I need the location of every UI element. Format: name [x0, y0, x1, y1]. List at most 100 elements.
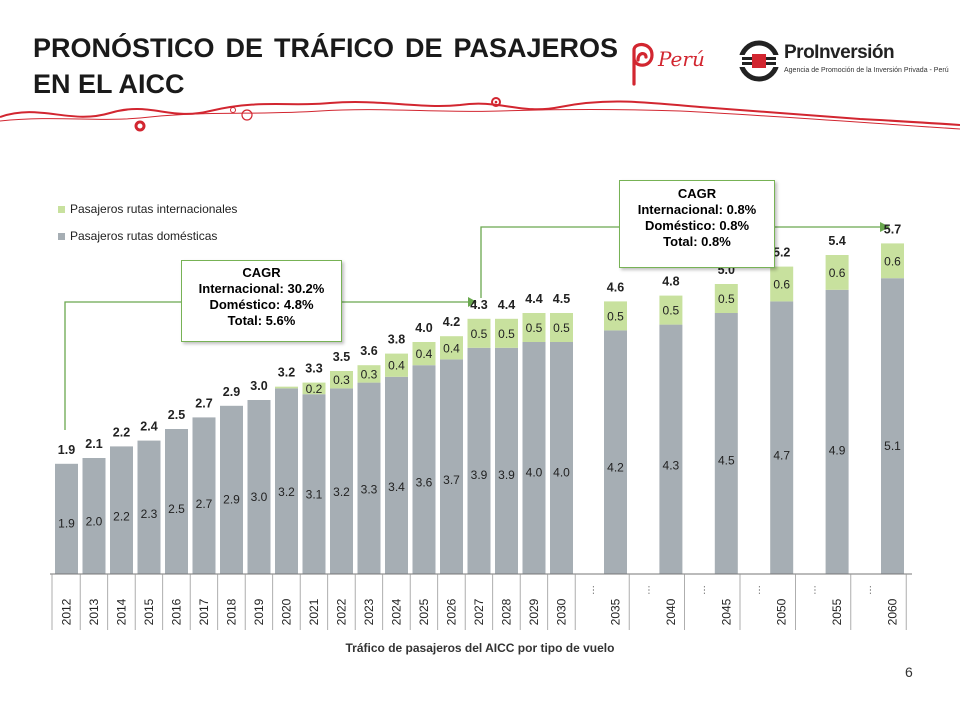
label-total-2023: 3.6 — [360, 344, 377, 358]
x-tick-2040: 2040 — [664, 598, 678, 625]
label-domestic-2045: 4.5 — [718, 453, 735, 467]
label-international-2050: 0.6 — [773, 278, 790, 292]
label-domestic-2050: 4.7 — [773, 449, 790, 463]
label-domestic-2029: 4.0 — [526, 466, 543, 480]
x-tick-2014: 2014 — [115, 598, 129, 625]
bar-international-2060 — [881, 243, 904, 279]
cagr-arrows — [64, 222, 890, 430]
chart-caption: Tráfico de pasajeros del AICC por tipo d… — [345, 641, 615, 655]
label-total-2024: 3.8 — [388, 333, 405, 347]
bar-domestic-2026 — [440, 359, 463, 574]
bar-domestic-2017 — [192, 417, 216, 574]
bar-domestic-2027 — [467, 347, 491, 574]
legend-swatch-international — [58, 206, 65, 214]
cagr-domestic: Doméstico: 4.8% — [209, 297, 314, 312]
label-international-2023: 0.3 — [361, 367, 378, 381]
x-tick-2013: 2013 — [87, 598, 101, 625]
label-domestic-2021: 3.1 — [306, 487, 323, 501]
x-gap-marker: … — [641, 585, 652, 595]
page-title: PRONÓSTICO DE TRÁFICO DE PASAJEROS EN EL… — [33, 30, 618, 102]
cagr-international: Internacional: 30.2% — [198, 281, 325, 296]
bar-domestic-2022 — [330, 388, 353, 574]
label-domestic-2060: 5.1 — [884, 439, 901, 453]
bar-domestic-2030 — [550, 342, 573, 574]
label-total-2055: 5.4 — [828, 234, 845, 248]
label-total-2029: 4.4 — [525, 292, 542, 306]
proinversion-emblem-icon — [738, 40, 780, 82]
bar-international-2030 — [550, 313, 573, 342]
legend-label-international: Pasajeros rutas internacionales — [70, 202, 238, 216]
cagr-arrow-right — [480, 226, 619, 298]
bar-international-2029 — [522, 313, 546, 342]
label-international-2045: 0.5 — [718, 292, 735, 306]
cagr-international: Internacional: 0.8% — [637, 202, 757, 217]
x-tick-2035: 2035 — [609, 598, 623, 625]
bar-domestic-2014 — [110, 446, 133, 574]
label-domestic-2014: 2.2 — [113, 509, 130, 523]
label-international-2022: 0.3 — [333, 373, 350, 387]
cagr-total: Total: 5.6% — [227, 313, 296, 328]
x-tick-2019: 2019 — [252, 598, 266, 625]
title-line-2: EN EL AICC — [33, 69, 185, 99]
bar-domestic-2029 — [522, 342, 546, 574]
cagr-box-2012-2030: CAGR Internacional: 30.2% Doméstico: 4.8… — [181, 260, 342, 342]
label-international-2026: 0.4 — [443, 341, 460, 355]
label-domestic-2055: 4.9 — [829, 444, 846, 458]
bar-domestic-2016 — [165, 429, 188, 574]
x-tick-2020: 2020 — [280, 598, 294, 625]
x-tick-2021: 2021 — [307, 598, 321, 625]
bar-domestic-2019 — [247, 400, 271, 574]
label-domestic-2016: 2.5 — [168, 502, 185, 516]
label-international-2040: 0.5 — [663, 304, 680, 318]
bar-domestic-2055 — [825, 289, 849, 574]
x-tick-2045: 2045 — [719, 598, 733, 625]
x-tick-2022: 2022 — [335, 598, 349, 625]
label-total-2028: 4.4 — [498, 298, 515, 312]
bar-domestic-2018 — [220, 405, 243, 574]
bar-domestic-2020 — [275, 388, 298, 574]
x-gap-marker: … — [863, 585, 874, 595]
decorative-swirl — [0, 97, 960, 132]
legend-item-domestic: Pasajeros rutas domésticas — [58, 229, 217, 243]
label-total-2022: 3.5 — [333, 350, 350, 364]
label-international-2027: 0.5 — [471, 327, 488, 341]
x-gap-marker: … — [586, 585, 597, 595]
bar-international-2045 — [714, 284, 738, 313]
x-tick-2012: 2012 — [60, 598, 74, 625]
label-total-2017: 2.7 — [195, 396, 212, 410]
label-domestic-2022: 3.2 — [333, 485, 350, 499]
legend-swatch-domestic — [58, 233, 65, 241]
x-tick-2028: 2028 — [500, 598, 514, 625]
bar-international-2050 — [770, 266, 794, 302]
x-tick-2023: 2023 — [362, 598, 376, 625]
legend-item-international: Pasajeros rutas internacionales — [58, 202, 237, 216]
x-tick-2024: 2024 — [390, 598, 404, 625]
cagr-arrow-right-head — [880, 222, 890, 232]
cagr-arrow-left — [64, 301, 181, 430]
bar-domestic-2050 — [770, 301, 794, 574]
label-international-2060: 0.6 — [884, 254, 901, 268]
label-domestic-2024: 3.4 — [388, 480, 405, 494]
bar-international-2026 — [440, 336, 463, 360]
bar-international-2035 — [604, 301, 627, 331]
bar-domestic-2012 — [55, 463, 78, 574]
bar-international-2022 — [330, 371, 353, 389]
label-domestic-2018: 2.9 — [223, 492, 240, 506]
x-gap-marker: … — [808, 585, 819, 595]
bar-domestic-2024 — [385, 376, 408, 574]
bar-international-2023 — [357, 365, 381, 383]
label-total-2026: 4.2 — [443, 315, 460, 329]
bar-domestic-2045 — [714, 313, 738, 574]
proinversion-name: ProInversión — [784, 42, 895, 63]
bar-international-2040 — [659, 295, 683, 325]
label-domestic-2027: 3.9 — [471, 468, 488, 482]
label-international-2055: 0.6 — [829, 266, 846, 280]
label-total-2025: 4.0 — [415, 321, 432, 335]
label-total-2018: 2.9 — [223, 385, 240, 399]
x-tick-2030: 2030 — [555, 598, 569, 625]
label-total-2021: 3.3 — [305, 362, 322, 376]
bar-domestic-2060 — [881, 278, 904, 574]
label-total-2014: 2.2 — [113, 425, 130, 439]
bar-domestic-2035 — [604, 330, 627, 574]
